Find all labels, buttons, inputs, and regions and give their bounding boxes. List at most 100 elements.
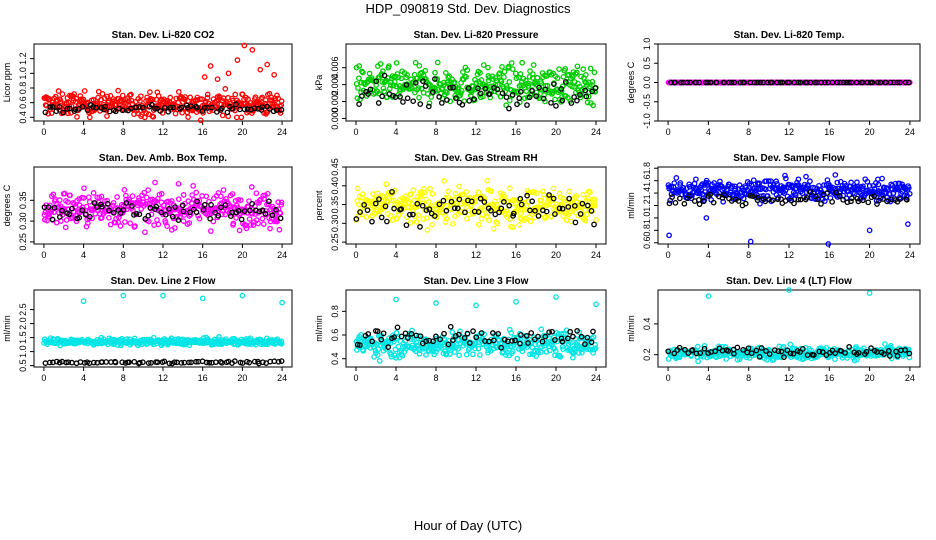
data-point: [215, 212, 222, 219]
data-point: [402, 330, 409, 337]
data-point: [462, 209, 468, 216]
data-point: [550, 185, 557, 192]
data-point: [365, 91, 371, 97]
data-point: [840, 79, 847, 86]
data-point: [546, 192, 552, 198]
panel-title: Stan. Dev. Line 2 Flow: [111, 276, 216, 287]
data-point: [512, 337, 518, 344]
data-point: [406, 211, 413, 218]
data-point: [726, 79, 732, 86]
data-point: [464, 330, 471, 337]
data-point: [554, 75, 561, 81]
data-point: [141, 189, 148, 196]
data-point: [503, 352, 509, 358]
data-point: [583, 93, 590, 100]
data-point: [175, 181, 182, 187]
data-point: [155, 93, 162, 99]
data-point: [436, 94, 443, 100]
data-point: [278, 338, 285, 345]
data-point: [403, 82, 410, 88]
data-point: [501, 68, 508, 75]
data-point: [506, 185, 513, 192]
data-point: [360, 69, 366, 76]
x-tick-label: 8: [433, 373, 438, 383]
y-tick-label: -0.5: [642, 94, 652, 110]
data-point: [229, 105, 236, 112]
data-point: [591, 200, 597, 206]
data-point: [473, 334, 480, 341]
y-tick-label: 0.8: [642, 224, 652, 237]
data-point: [459, 101, 466, 108]
data-point: [395, 343, 402, 350]
data-point: [751, 79, 758, 86]
data-point: [696, 201, 703, 208]
data-point: [574, 69, 580, 76]
data-point: [99, 91, 106, 97]
data-point: [590, 334, 597, 340]
data-point: [501, 199, 507, 205]
data-point: [356, 75, 362, 82]
data-point: [590, 328, 596, 335]
y-tick-label: 1.2: [642, 199, 652, 212]
data-point: [259, 215, 266, 222]
data-point: [65, 359, 72, 366]
data-point: [791, 200, 797, 207]
data-point: [277, 110, 284, 116]
data-point: [380, 194, 387, 201]
data-point: [408, 331, 415, 337]
data-point: [241, 106, 248, 113]
data-point: [591, 221, 597, 228]
data-point: [98, 193, 105, 200]
data-point: [395, 212, 402, 219]
data-point: [501, 74, 507, 80]
panel-title: Stan. Dev. Li-820 Pressure: [414, 30, 539, 41]
data-point: [834, 79, 841, 86]
data-point: [451, 349, 458, 355]
data-point: [194, 104, 200, 111]
x-tick-label: 4: [81, 250, 86, 260]
data-point: [866, 227, 873, 234]
data-point: [222, 202, 229, 208]
data-point: [64, 105, 71, 112]
x-tick-label: 0: [353, 250, 358, 260]
data-point: [216, 334, 222, 340]
data-point: [423, 207, 430, 214]
data-point: [49, 104, 56, 110]
y-tick-label: 1.0: [18, 67, 28, 80]
data-point: [204, 94, 211, 101]
data-point: [225, 70, 232, 77]
data-point: [179, 202, 186, 209]
data-point: [233, 101, 239, 108]
data-point: [468, 202, 475, 208]
y-tick-label: 0.002: [330, 90, 340, 113]
data-point: [423, 215, 430, 221]
y-axis-label: ml/min: [626, 192, 636, 219]
data-point: [246, 198, 252, 204]
data-point: [424, 227, 431, 233]
data-point: [906, 190, 913, 197]
x-tick-label: 20: [865, 250, 875, 260]
data-point: [482, 85, 489, 92]
data-point: [187, 94, 194, 101]
data-point: [239, 292, 246, 299]
data-point: [535, 333, 541, 340]
y-tick-label: 0.6: [330, 329, 340, 342]
data-point: [79, 207, 86, 213]
data-point: [582, 71, 589, 78]
data-point: [509, 66, 516, 72]
data-point: [456, 331, 462, 338]
data-point: [573, 193, 580, 199]
data-point: [875, 181, 882, 188]
data-point: [80, 298, 87, 305]
data-point: [77, 93, 84, 99]
data-point: [272, 212, 279, 219]
data-point: [506, 105, 512, 112]
data-point: [533, 93, 540, 99]
data-point: [673, 175, 680, 181]
panel-title: Stan. Dev. Sample Flow: [733, 153, 845, 164]
data-point: [592, 345, 599, 352]
data-point: [485, 347, 492, 354]
data-point: [181, 359, 188, 366]
data-point: [252, 94, 259, 101]
data-point: [115, 214, 122, 221]
